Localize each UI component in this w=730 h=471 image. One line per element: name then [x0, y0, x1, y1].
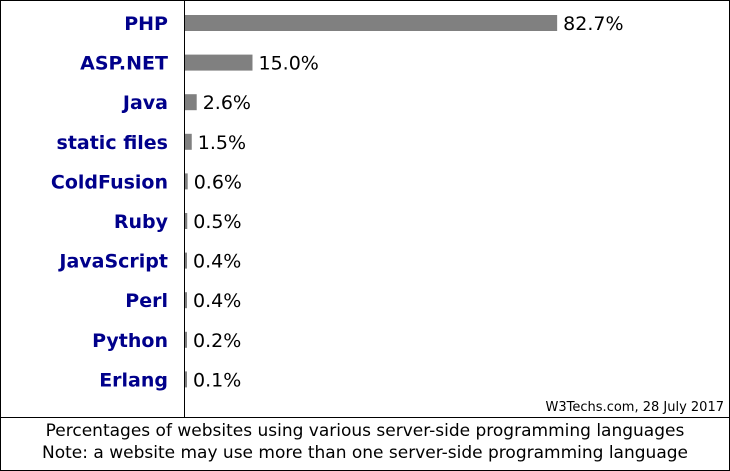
bar [185, 252, 187, 269]
category-label: Ruby [114, 211, 169, 233]
category-label: Erlang [99, 369, 168, 391]
value-label: 0.4% [193, 251, 241, 273]
bar [185, 173, 188, 190]
category-label: PHP [124, 13, 168, 35]
bar [185, 292, 187, 309]
bar [185, 371, 187, 388]
value-label: 0.1% [193, 369, 241, 391]
bar [185, 15, 558, 31]
value-label: 15.0% [259, 53, 319, 75]
value-label: 0.5% [193, 211, 241, 233]
caption-divider [1, 417, 729, 418]
chart-caption: Percentages of websites using various se… [1, 420, 729, 464]
value-label: 0.4% [193, 290, 241, 312]
value-label: 2.6% [203, 92, 251, 114]
caption-line-2: Note: a website may use more than one se… [42, 443, 688, 463]
bar [185, 54, 253, 71]
category-label: Perl [125, 290, 168, 312]
category-label: ASP.NET [80, 53, 168, 75]
bar [185, 331, 187, 348]
category-label: static files [57, 132, 168, 154]
category-label: Java [121, 92, 168, 114]
value-label: 0.2% [193, 330, 241, 352]
category-label: ColdFusion [51, 171, 168, 193]
category-label: JavaScript [57, 251, 168, 273]
bar [185, 133, 192, 150]
bar [185, 213, 188, 229]
source-credit: W3Techs.com, 28 July 2017 [545, 400, 724, 415]
category-label: Python [92, 330, 168, 352]
value-label: 1.5% [198, 132, 246, 154]
value-label: 82.7% [563, 13, 623, 35]
category-axis-line [184, 1, 185, 417]
caption-line-1: Percentages of websites using various se… [45, 421, 685, 441]
value-label: 0.6% [194, 171, 242, 193]
bar [185, 94, 197, 111]
